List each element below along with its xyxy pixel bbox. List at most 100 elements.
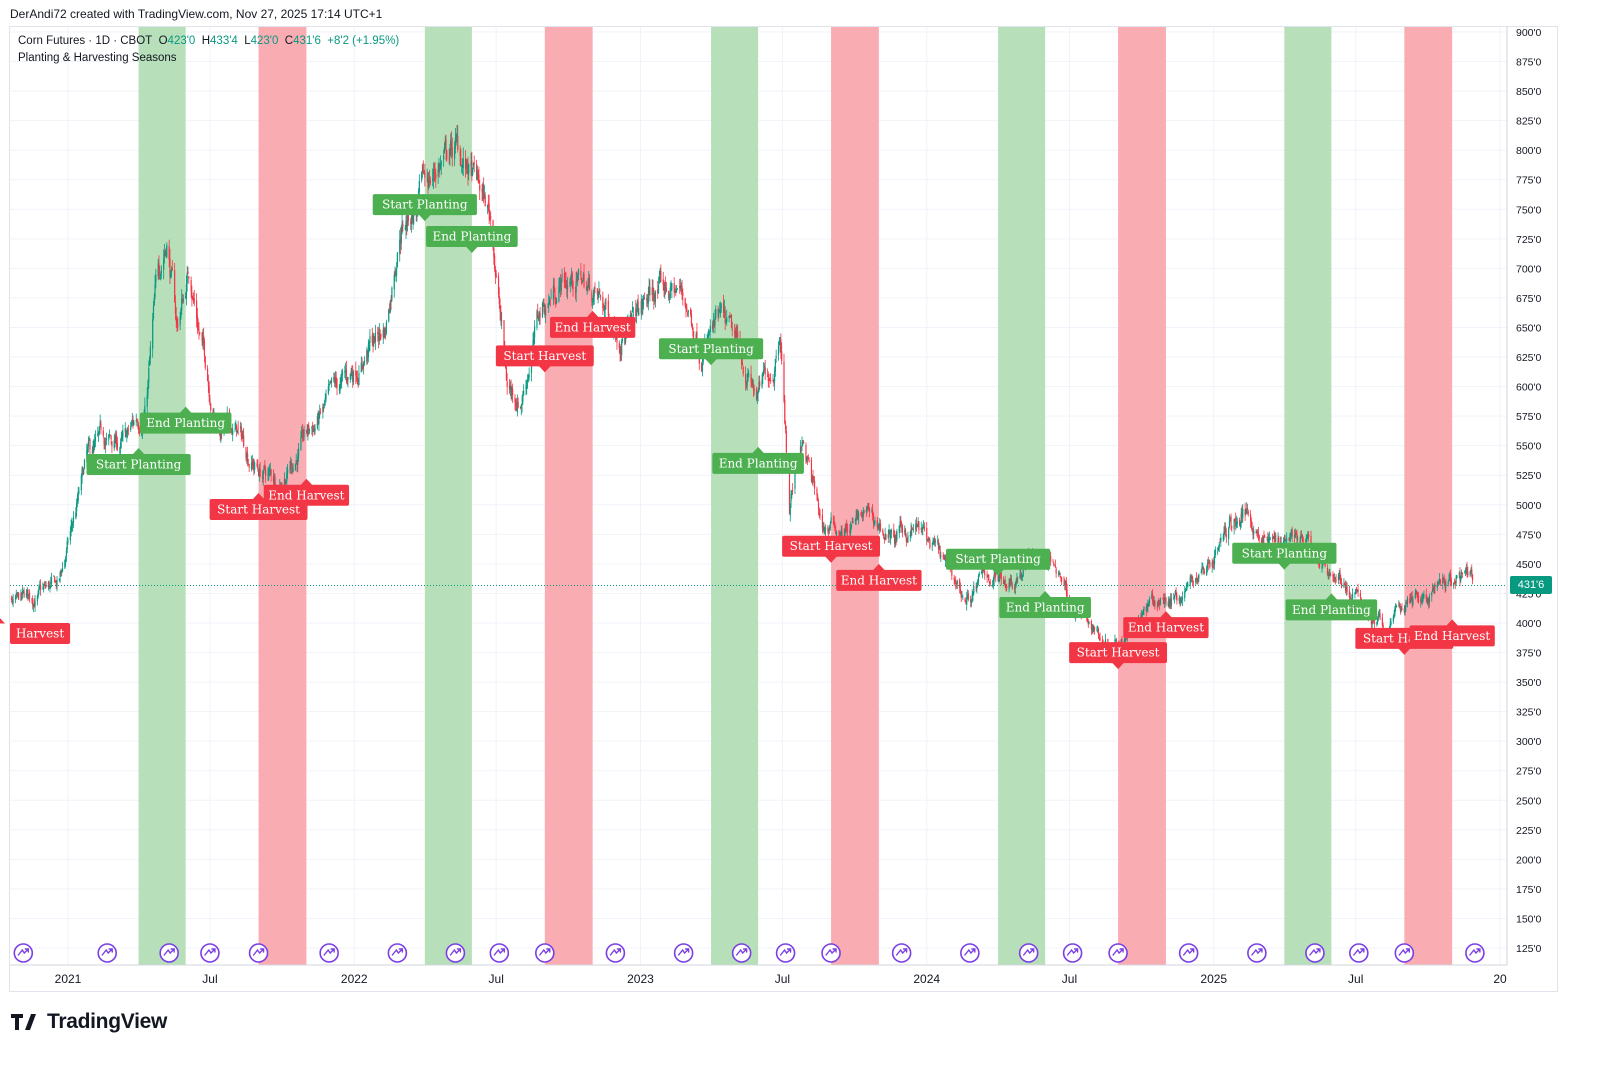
season-label[interactable]: End Planting — [712, 446, 804, 474]
season-label[interactable]: End Planting — [426, 226, 518, 254]
candle-body — [49, 585, 51, 588]
tradingview-brand[interactable]: TradingView — [11, 1010, 167, 1034]
candle-body — [1162, 598, 1164, 600]
season-label[interactable]: Start Planting — [945, 548, 1051, 576]
season-label[interactable]: End Harvest — [1409, 619, 1495, 647]
event-marker-icon[interactable] — [1018, 943, 1039, 963]
candle-body — [182, 298, 184, 302]
candle-body — [537, 315, 540, 320]
event-marker-icon[interactable] — [821, 943, 841, 963]
event-marker-icon[interactable] — [1465, 943, 1485, 963]
season-label[interactable]: End Harvest — [549, 310, 636, 338]
event-marker-icon[interactable] — [1349, 943, 1369, 963]
event-marker-icon[interactable] — [1178, 943, 1199, 963]
candle-body — [511, 388, 513, 394]
event-marker-icon[interactable] — [535, 943, 555, 963]
event-marker-icon[interactable] — [489, 943, 510, 963]
candle-body — [1147, 604, 1149, 608]
y-tick-label: 550'0 — [1516, 441, 1542, 453]
season-label[interactable]: End Planting — [1285, 593, 1378, 621]
candle-body — [423, 173, 425, 175]
season-label[interactable]: Start Planting — [86, 448, 191, 476]
event-marker-icon[interactable] — [673, 943, 694, 963]
season-label[interactable]: End Planting — [999, 591, 1091, 619]
candle-body — [396, 252, 398, 267]
season-label-box — [86, 454, 191, 476]
candle-body — [537, 311, 539, 315]
event-marker-icon[interactable] — [13, 943, 34, 963]
candle-body — [388, 309, 390, 322]
candle-body — [1405, 602, 1407, 608]
season-label[interactable]: Start Planting — [658, 338, 764, 366]
candle-body — [811, 477, 813, 482]
price-chart[interactable]: Harvest Start Planting End Planting Start H… — [0, 0, 1609, 1000]
candle-body — [349, 373, 351, 380]
candle-body — [1379, 613, 1381, 620]
event-marker-ring — [248, 943, 269, 963]
event-markers[interactable] — [13, 943, 1485, 963]
event-marker-icon[interactable] — [200, 943, 220, 963]
candle-body — [34, 600, 36, 607]
season-label[interactable]: End Harvest — [836, 563, 922, 591]
season-label[interactable]: Start Harvest — [1069, 642, 1168, 670]
season-label-text: End Harvest — [1414, 629, 1490, 643]
season-label[interactable]: Harvest — [0, 617, 71, 645]
candle-body — [1357, 588, 1359, 592]
event-marker-icon[interactable] — [1305, 943, 1325, 963]
event-marker-icon[interactable] — [1108, 943, 1128, 963]
season-label[interactable]: Start Harvest — [782, 535, 881, 563]
legend-indicator[interactable]: Planting & Harvesting Seasons — [18, 52, 177, 64]
candle-body — [917, 520, 919, 525]
candle-body — [1053, 564, 1056, 566]
candle-body — [558, 286, 560, 301]
event-marker-icon[interactable] — [775, 943, 796, 963]
candle-body — [1421, 597, 1423, 602]
season-label[interactable]: Start Harvest — [495, 345, 594, 373]
candle-body — [391, 287, 393, 300]
candle-body — [1337, 575, 1340, 580]
candle-body — [334, 377, 336, 383]
candle-body — [572, 282, 574, 290]
candle-body — [421, 172, 423, 181]
event-marker-icon[interactable] — [159, 943, 179, 963]
candle-body — [1190, 575, 1192, 578]
candle-body — [1008, 582, 1010, 590]
event-marker-icon[interactable] — [319, 943, 339, 963]
candle-body — [1376, 622, 1378, 626]
event-marker-icon[interactable] — [891, 943, 912, 963]
event-marker-icon[interactable] — [248, 943, 269, 963]
candle-body — [1395, 605, 1398, 607]
candle-body — [663, 283, 665, 291]
season-label[interactable]: Start Planting — [372, 194, 477, 222]
event-marker-icon[interactable] — [97, 943, 118, 963]
event-marker-icon[interactable] — [605, 943, 626, 963]
event-marker-icon[interactable] — [445, 943, 466, 963]
candle-body — [766, 375, 769, 377]
event-marker-icon[interactable] — [1394, 943, 1415, 963]
candle-body — [23, 591, 25, 597]
season-label[interactable]: End Harvest — [1123, 611, 1209, 639]
candle-body — [733, 331, 736, 334]
candle-body — [1200, 571, 1202, 573]
candle-body — [407, 214, 409, 221]
event-marker-icon[interactable] — [1062, 943, 1083, 963]
candle-body — [525, 386, 527, 390]
event-marker-arrow — [1251, 948, 1263, 956]
season-label[interactable]: End Harvest — [263, 478, 350, 506]
candle-body — [104, 443, 106, 446]
event-marker-icon[interactable] — [960, 943, 980, 963]
candle-body — [175, 315, 177, 319]
candle-body — [548, 297, 551, 305]
season-label[interactable]: Start Planting — [1232, 542, 1337, 570]
event-marker-icon[interactable] — [731, 943, 752, 963]
candle-body — [1400, 608, 1402, 611]
candle-body — [159, 274, 162, 277]
season-label[interactable]: End Planting — [139, 406, 232, 434]
event-marker-icon[interactable] — [387, 943, 408, 963]
legend-symbol[interactable]: Corn Futures · 1D · CBOT — [18, 35, 153, 47]
candle-body — [1123, 639, 1125, 644]
candle-body — [588, 278, 590, 286]
candle-body — [1251, 527, 1253, 531]
candle-body — [1181, 597, 1183, 601]
event-marker-icon[interactable] — [1247, 943, 1267, 963]
